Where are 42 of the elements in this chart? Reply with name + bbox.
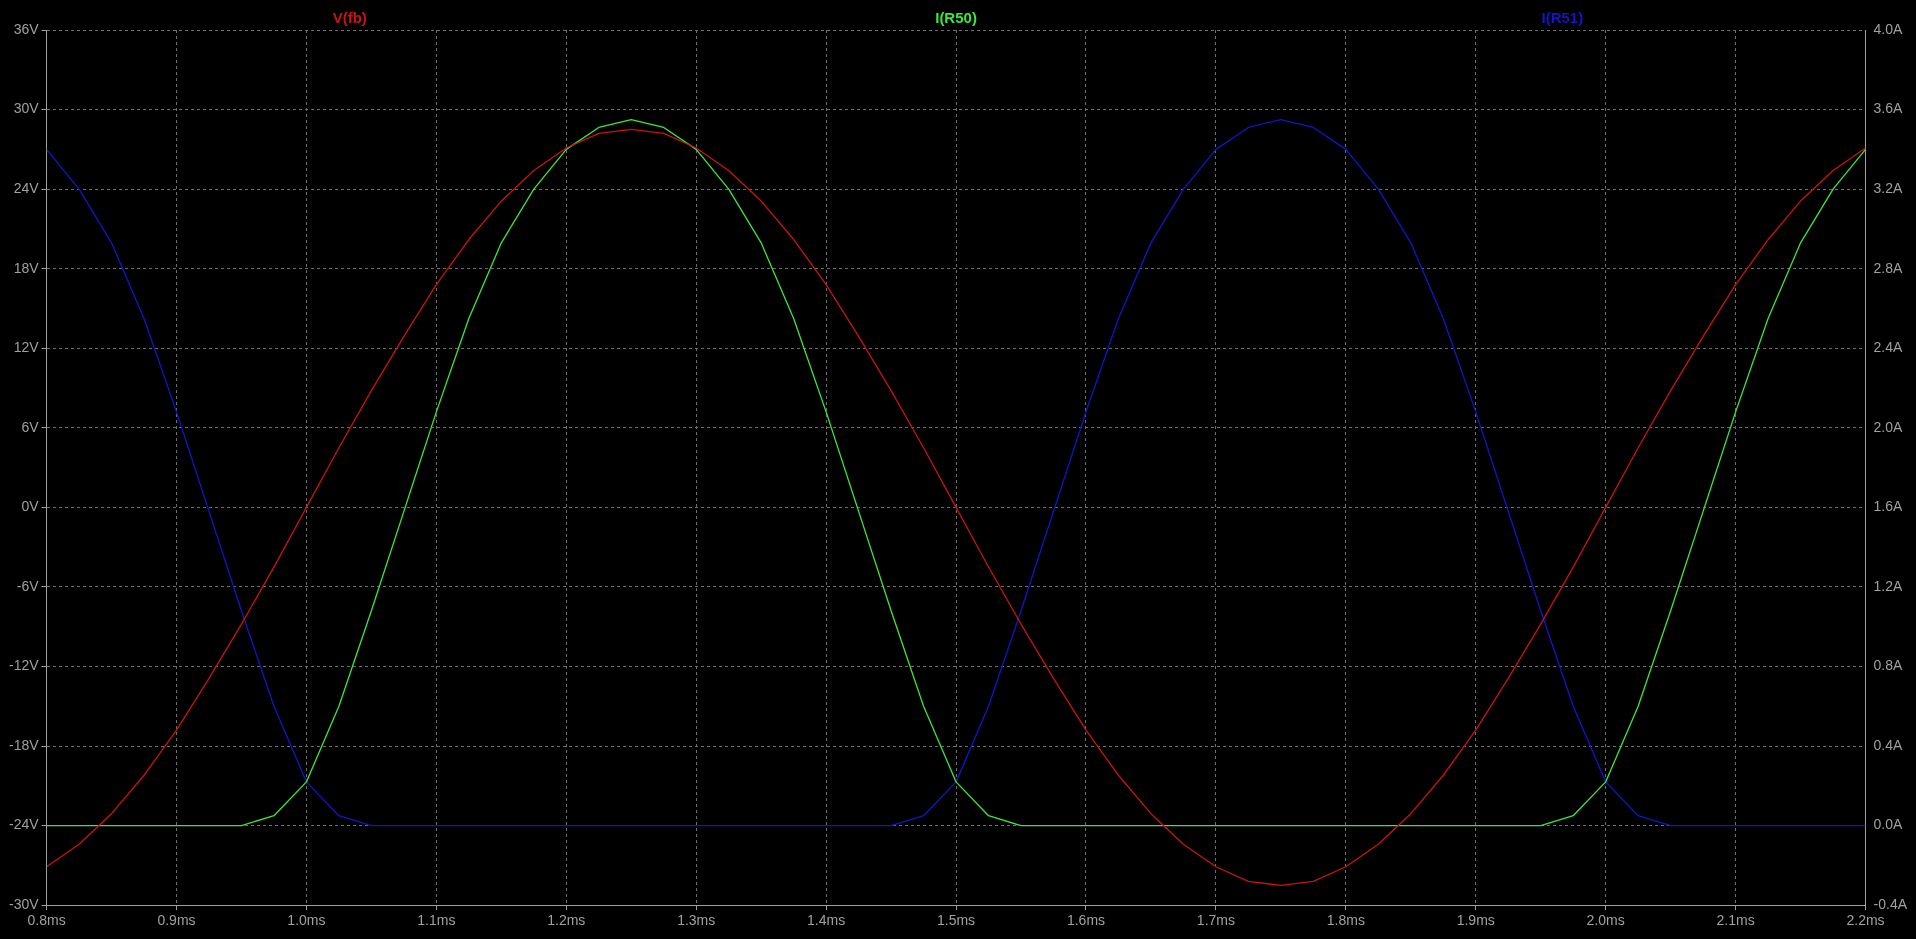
y2-tick-label: 3.2A — [1873, 179, 1903, 196]
y2-tick-label: 1.6A — [1873, 498, 1903, 515]
x-tick-label: 1.9ms — [1456, 912, 1495, 929]
y-tick-label: -24V — [8, 816, 40, 833]
x-tick-label: 2.2ms — [1846, 912, 1885, 929]
y-tick-label: 30V — [13, 100, 40, 117]
y-tick-label: 24V — [13, 179, 40, 196]
y-tick-label: 0V — [21, 498, 40, 515]
x-tick-label: 2.0ms — [1586, 912, 1625, 929]
y-tick-label: -12V — [8, 657, 40, 674]
x-tick-label: 1.8ms — [1326, 912, 1365, 929]
x-tick-label: 1.7ms — [1196, 912, 1235, 929]
x-tick-label: 0.9ms — [157, 912, 196, 929]
x-tick-label: 1.6ms — [1066, 912, 1106, 929]
y2-tick-label: 0.0A — [1873, 816, 1903, 833]
x-tick-label: 1.5ms — [936, 912, 976, 929]
y2-tick-label: 0.4A — [1873, 736, 1903, 753]
text: I(R51) — [1541, 8, 1584, 26]
y-tick-label: 6V — [21, 418, 40, 435]
text: I(R50) — [935, 8, 977, 26]
y-tick-label: 36V — [13, 20, 40, 37]
x-tick-label: 1.3ms — [677, 912, 716, 929]
y2-tick-label: 2.4A — [1873, 339, 1903, 356]
y-tick-label: -6V — [16, 577, 40, 594]
text: V(fb) — [332, 8, 367, 26]
y2-tick-label: 0.8A — [1873, 657, 1903, 674]
y2-tick-label: 1.2A — [1873, 577, 1903, 594]
x-tick-label: 1.2ms — [547, 912, 586, 929]
x-tick-label: 1.0ms — [287, 912, 326, 929]
y-tick-label: -18V — [8, 736, 40, 753]
x-tick-label: 1.4ms — [807, 912, 846, 929]
y-tick-label: 12V — [13, 339, 40, 356]
y-tick-label: -30V — [8, 896, 40, 913]
y2-tick-label: 4.0A — [1873, 20, 1903, 37]
y2-tick-label: 3.6A — [1873, 100, 1903, 117]
y2-tick-label: 2.8A — [1873, 259, 1903, 276]
x-tick-label: 0.8ms — [27, 912, 66, 929]
y2-tick-label: -0.4A — [1873, 896, 1908, 913]
x-tick-label: 2.1ms — [1716, 912, 1755, 929]
y2-tick-label: 2.0A — [1873, 418, 1903, 435]
y-tick-label: 18V — [13, 259, 40, 276]
x-tick-label: 1.1ms — [417, 912, 456, 929]
